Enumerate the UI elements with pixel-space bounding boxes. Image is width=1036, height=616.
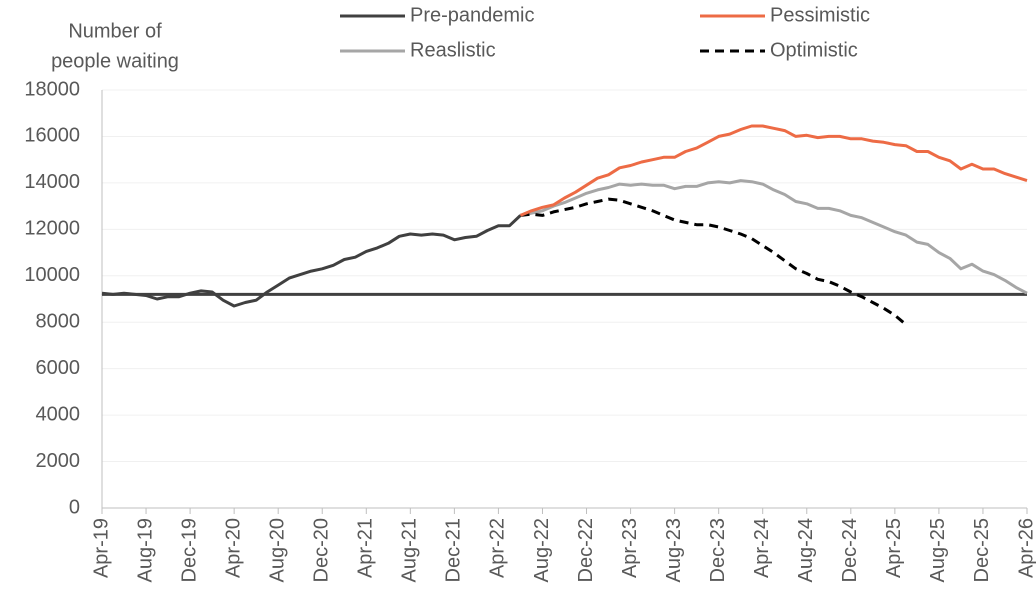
y-tick-label: 2000 bbox=[36, 450, 81, 472]
series-line bbox=[520, 179, 1028, 295]
y-axis-label: Number of bbox=[68, 20, 162, 42]
x-tick-label: Apr-19 bbox=[90, 518, 112, 578]
x-tick-label: Dec-20 bbox=[311, 518, 333, 582]
x-tick-label: Dec-23 bbox=[707, 518, 729, 582]
y-tick-label: 10000 bbox=[24, 264, 80, 286]
y-axis-label: people waiting bbox=[51, 50, 179, 72]
x-tick-label: Dec-25 bbox=[971, 518, 993, 582]
x-tick-label: Apr-25 bbox=[883, 518, 905, 578]
y-tick-label: 18000 bbox=[24, 78, 80, 100]
y-tick-label: 6000 bbox=[36, 357, 81, 379]
x-tick-label: Aug-21 bbox=[399, 518, 421, 583]
x-tick-label: Apr-23 bbox=[619, 518, 641, 578]
y-tick-label: 0 bbox=[69, 496, 80, 518]
y-tick-label: 14000 bbox=[24, 171, 80, 193]
series-line bbox=[520, 197, 907, 326]
y-tick-label: 16000 bbox=[24, 125, 80, 147]
legend-label: Pessimistic bbox=[770, 4, 870, 26]
x-tick-label: Aug-19 bbox=[134, 518, 156, 583]
y-tick-label: 8000 bbox=[36, 311, 81, 333]
x-tick-label: Aug-20 bbox=[266, 518, 288, 583]
x-tick-label: Dec-22 bbox=[575, 518, 597, 582]
x-tick-label: Dec-19 bbox=[178, 518, 200, 582]
x-tick-label: Apr-21 bbox=[355, 518, 377, 578]
x-tick-label: Dec-21 bbox=[443, 518, 465, 582]
legend-label: Reaslistic bbox=[410, 39, 496, 61]
legend-label: Pre-pandemic bbox=[410, 4, 535, 26]
x-tick-label: Aug-25 bbox=[927, 518, 949, 583]
x-tick-label: Apr-20 bbox=[222, 518, 244, 578]
x-tick-label: Aug-24 bbox=[795, 518, 817, 583]
x-tick-label: Aug-23 bbox=[663, 518, 685, 583]
x-tick-label: Apr-26 bbox=[1015, 518, 1036, 578]
x-tick-label: Dec-24 bbox=[839, 518, 861, 582]
x-tick-label: Aug-22 bbox=[531, 518, 553, 583]
y-tick-label: 12000 bbox=[24, 218, 80, 240]
x-tick-label: Apr-24 bbox=[751, 518, 773, 578]
x-tick-label: Apr-22 bbox=[487, 518, 509, 578]
legend-label: Optimistic bbox=[770, 39, 858, 61]
y-tick-label: 4000 bbox=[36, 403, 81, 425]
series-line bbox=[101, 214, 522, 308]
series-line bbox=[519, 124, 1028, 217]
